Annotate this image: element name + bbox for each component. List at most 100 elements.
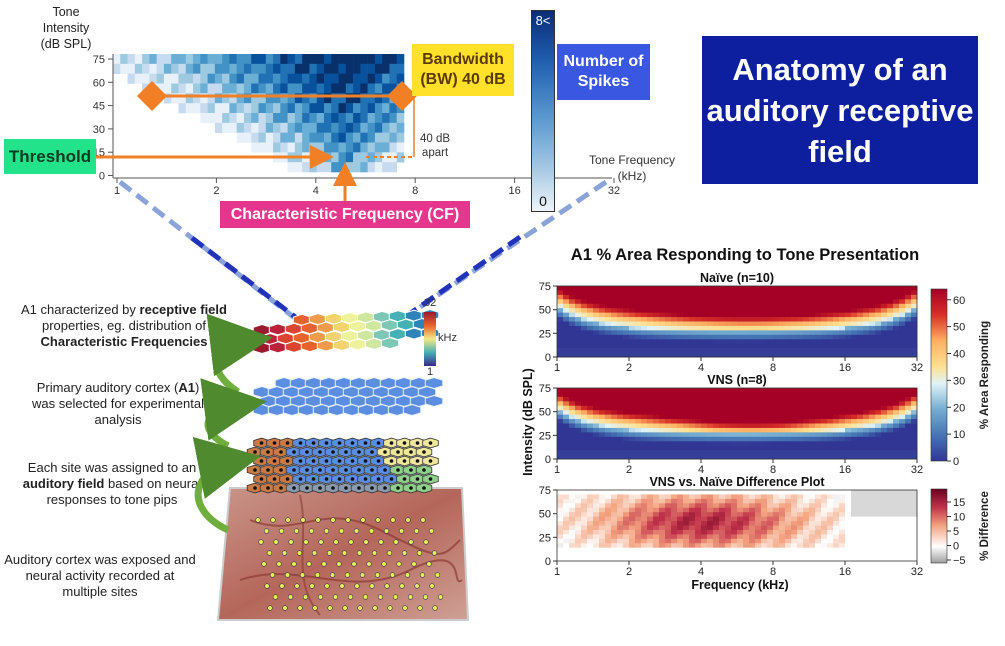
heatmap-cell xyxy=(581,427,588,433)
rf-cell xyxy=(163,73,172,84)
heatmap-cell xyxy=(851,343,858,349)
heatmap-cell xyxy=(791,414,798,420)
heatmap-cell xyxy=(683,286,690,291)
heatmap-cell xyxy=(845,529,852,535)
heatmap-cell xyxy=(725,547,732,553)
heatmap-cell xyxy=(605,419,612,424)
heatmap-cell xyxy=(659,507,666,513)
heatmap-cell xyxy=(857,294,864,300)
rf-cell xyxy=(338,122,347,133)
heatmap-cell xyxy=(905,445,912,451)
heatmap-cell xyxy=(629,410,636,416)
heatmap-cell xyxy=(623,405,630,411)
heatmap-cell xyxy=(851,516,858,522)
heatmap-cell xyxy=(899,538,906,544)
electrode-dot xyxy=(422,594,429,600)
heatmap-cell xyxy=(605,343,612,349)
heatmap-cell xyxy=(821,348,828,353)
heatmap-cell xyxy=(773,512,780,518)
heatmap-cell xyxy=(587,552,594,557)
heatmap-cell xyxy=(881,516,888,522)
heatmap-cell xyxy=(881,423,888,429)
heatmap-cell xyxy=(893,334,900,340)
heatmap-cell xyxy=(761,450,768,455)
heatmap-cell xyxy=(857,405,864,411)
heatmap-cell xyxy=(701,303,708,309)
heatmap-cell xyxy=(569,321,576,327)
heatmap-cell xyxy=(677,543,684,549)
heatmap-cell xyxy=(599,312,606,318)
heatmap-cell xyxy=(623,388,630,393)
heatmap-cell xyxy=(653,529,660,535)
heatmap-cell xyxy=(701,538,708,544)
heatmap-cell xyxy=(809,543,816,549)
heatmap-cell xyxy=(749,547,756,553)
heatmap-cell xyxy=(725,343,732,349)
heatmap-cell xyxy=(587,317,594,322)
heatmap-cell xyxy=(899,543,906,549)
heatmap-cell xyxy=(869,525,876,531)
heatmap-cell xyxy=(785,423,792,429)
heatmap-cell xyxy=(803,498,810,504)
heatmap-cell xyxy=(887,396,894,402)
heatmap-cell xyxy=(911,525,918,531)
heatmap-cell xyxy=(857,339,864,345)
heatmap-cell xyxy=(797,325,804,331)
heatmap-cell xyxy=(629,392,636,398)
heatmap-cell xyxy=(845,325,852,331)
heatmap-cell xyxy=(575,352,582,358)
heatmap-cell xyxy=(605,427,612,433)
heatmap-cell xyxy=(773,290,780,296)
heatmap-cell xyxy=(803,299,810,305)
heatmap-cell xyxy=(617,419,624,424)
heatmap-cell xyxy=(869,547,876,553)
heatmap-cell xyxy=(581,303,588,309)
ytick-label: 0 xyxy=(545,556,551,568)
heatmap-cell xyxy=(743,321,750,327)
heatmap-cell xyxy=(821,556,828,562)
heatmap-cell xyxy=(647,405,654,411)
heatmap-cell xyxy=(671,507,678,513)
heatmap-cell xyxy=(731,427,738,433)
heatmap-cell xyxy=(725,299,732,305)
heatmap-cell xyxy=(677,308,684,314)
heatmap-cell xyxy=(893,450,900,455)
heatmap-cell xyxy=(605,317,612,322)
rf-cell xyxy=(280,73,288,84)
heatmap-cell xyxy=(857,507,864,513)
heatmap-cell xyxy=(857,445,864,451)
heatmap-cell xyxy=(629,538,636,544)
heatmap-cell xyxy=(593,339,600,345)
heatmap-cell xyxy=(869,348,876,353)
heatmap-cell xyxy=(881,405,888,411)
heatmap-cell xyxy=(791,419,798,424)
heatmap-cell xyxy=(671,286,678,291)
heatmap-cell xyxy=(605,454,612,460)
heatmap-cell xyxy=(875,432,882,438)
heatmap-cell xyxy=(851,552,858,557)
heatmap-cell xyxy=(731,312,738,318)
rf-cell xyxy=(302,54,310,65)
heatmap-cell xyxy=(587,290,594,296)
heatmap-cell xyxy=(569,294,576,300)
heatmap-cell xyxy=(773,325,780,331)
heatmap-cell xyxy=(791,556,798,562)
heatmap-cell xyxy=(911,352,918,358)
heatmap-cell xyxy=(593,352,600,358)
heatmap-cell xyxy=(557,552,564,557)
heatmap-cell xyxy=(611,427,618,433)
heatmap-cell xyxy=(839,543,846,549)
rf-cell xyxy=(156,54,165,65)
electrode-dot xyxy=(416,550,423,556)
electrode-dot xyxy=(402,605,408,611)
heatmap-cell xyxy=(731,410,738,416)
heatmap-cell xyxy=(833,529,840,535)
heatmap-cell xyxy=(713,317,720,322)
heatmap-cell xyxy=(695,343,702,349)
heatmap-cell xyxy=(905,308,912,314)
heatmap-cell xyxy=(641,490,648,495)
heatmap-cell xyxy=(743,538,750,544)
heatmap-cell xyxy=(869,392,876,398)
rf-ytick-label: 30 xyxy=(93,124,105,136)
heatmap-cell xyxy=(659,427,666,433)
